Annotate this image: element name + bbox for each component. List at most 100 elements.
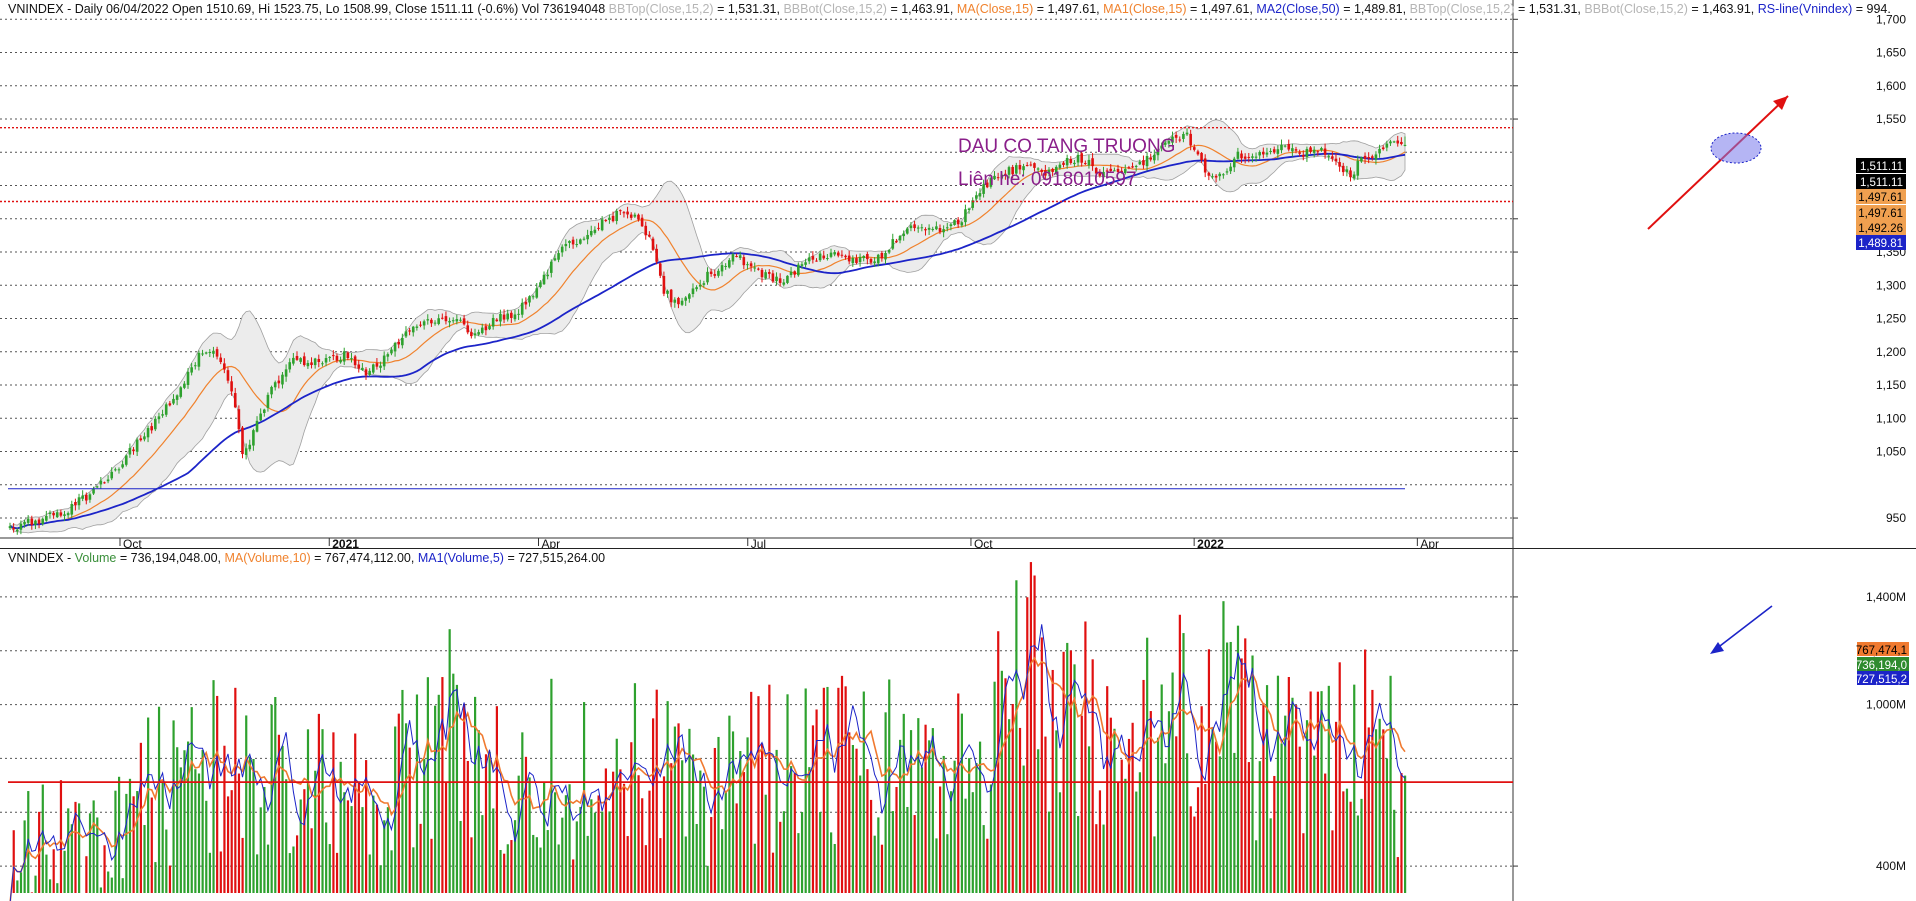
candle-body xyxy=(738,255,742,259)
candle-body xyxy=(702,283,706,285)
candle-body xyxy=(321,363,324,365)
candle-body xyxy=(161,414,164,416)
price-tag-box xyxy=(1856,220,1906,235)
volume-bar xyxy=(1258,761,1261,893)
volume-bar xyxy=(1295,705,1298,893)
volume-bar xyxy=(481,815,484,893)
candle-body xyxy=(804,262,807,265)
volume-bar xyxy=(593,812,597,893)
volume-bar xyxy=(1396,857,1399,893)
volume-bar xyxy=(1338,662,1341,893)
price-pane[interactable]: 1,7001,6501,6001,5501,4001,3501,3001,250… xyxy=(0,0,1916,548)
candle-body xyxy=(1000,174,1004,179)
candle-body xyxy=(1345,169,1349,173)
volume-bar xyxy=(263,787,266,893)
volume-bar xyxy=(528,777,531,893)
candle-body xyxy=(829,252,833,257)
candle-body xyxy=(502,314,506,320)
candle-body xyxy=(1323,148,1327,155)
volume-label: Volume xyxy=(74,551,117,565)
volume-bar xyxy=(895,786,898,893)
candle-body xyxy=(782,282,786,285)
volume-bar xyxy=(572,859,575,893)
candle-body xyxy=(1025,165,1029,167)
candle-body xyxy=(328,356,331,358)
volume-bar xyxy=(303,789,306,893)
volume-bar xyxy=(659,838,662,893)
volume-pane[interactable]: 1,400M1,200M1,000M400M767,474,1736,194,0… xyxy=(0,548,1916,901)
volume-bar xyxy=(121,878,124,893)
candle-body xyxy=(579,239,582,244)
candle-body xyxy=(1254,156,1258,158)
candle-body xyxy=(208,351,212,354)
candle-body xyxy=(1040,169,1044,172)
volume-bar xyxy=(1404,775,1407,893)
volume-bar xyxy=(978,741,982,893)
candle-body xyxy=(662,275,666,294)
candle-body xyxy=(960,222,964,226)
candle-body xyxy=(473,333,477,336)
volume-bar xyxy=(935,838,938,893)
candle-body xyxy=(898,235,902,241)
indicator-value: = 1,489.81, xyxy=(1339,2,1410,16)
candle-body xyxy=(477,332,480,335)
volume-bar xyxy=(310,828,313,893)
volume-bar xyxy=(161,781,164,893)
volume-bar xyxy=(503,853,506,893)
volume-bar xyxy=(677,723,680,893)
candle-body xyxy=(789,271,793,276)
volume-bar xyxy=(641,798,644,893)
volume-bar xyxy=(724,791,727,893)
candle-body xyxy=(876,254,880,264)
candle-body xyxy=(1334,158,1338,162)
candle-body xyxy=(255,420,259,432)
volume-bar xyxy=(604,768,607,893)
candle-body xyxy=(48,512,52,515)
volume-bar xyxy=(154,862,157,893)
candle-body xyxy=(95,486,99,488)
volume-bar xyxy=(386,807,390,893)
candle-body xyxy=(168,403,172,406)
candle-body xyxy=(411,326,415,333)
volume-bar xyxy=(939,786,942,893)
candle-body xyxy=(706,271,709,283)
candle-body xyxy=(55,512,59,518)
volume-bar xyxy=(1204,783,1207,893)
volume-bar xyxy=(909,730,913,893)
volume-bar xyxy=(452,673,455,893)
candle-body xyxy=(201,353,204,355)
candle-body xyxy=(549,261,553,273)
volume-bar xyxy=(771,852,775,893)
volume-ma10-value: = 767,474,112.00, xyxy=(310,551,415,565)
candle-body xyxy=(1138,161,1142,165)
date-axis-label: 2021 xyxy=(332,537,359,548)
volume-bar xyxy=(1055,730,1058,893)
candle-body xyxy=(248,444,252,450)
volume-tag-label: 767,474,1 xyxy=(1856,645,1907,657)
candle-body xyxy=(466,325,470,333)
volume-bar xyxy=(1022,765,1025,893)
candle-body xyxy=(106,479,110,482)
candle-body xyxy=(1134,165,1138,167)
candle-body xyxy=(1396,140,1400,144)
price-axis-label: 1,700 xyxy=(1876,12,1906,26)
candle-body xyxy=(302,356,306,366)
candle-body xyxy=(1131,166,1134,168)
volume-bar xyxy=(822,687,825,893)
indicator-label: RS-line(Vnindex) xyxy=(1757,2,1853,16)
volume-bar xyxy=(455,684,459,893)
volume-bar xyxy=(223,745,226,893)
volume-bar xyxy=(463,703,466,893)
candle-body xyxy=(833,252,836,255)
volume-bar xyxy=(797,833,800,893)
candle-body xyxy=(81,495,84,499)
candle-body xyxy=(822,255,826,259)
indicator-label: MA1(Close,15) xyxy=(1103,2,1187,16)
volume-bar xyxy=(1138,772,1142,893)
volume-bar xyxy=(495,706,498,893)
candle-body xyxy=(964,209,967,223)
volume-bar xyxy=(1098,790,1102,893)
candle-body xyxy=(357,364,361,369)
candle-body xyxy=(1142,160,1145,166)
